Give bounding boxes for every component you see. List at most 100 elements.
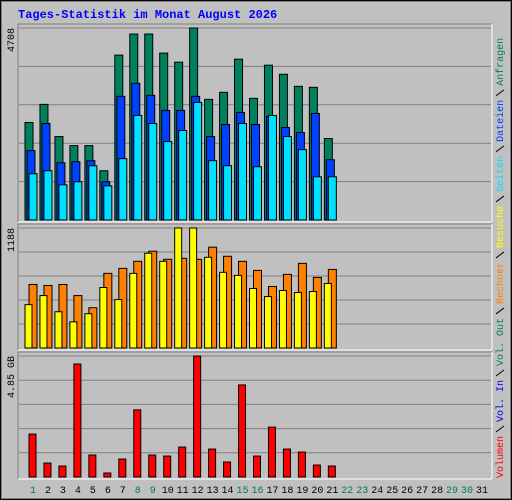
bar bbox=[297, 451, 306, 478]
bar bbox=[28, 173, 38, 221]
bar bbox=[219, 271, 228, 349]
x-tick-label: 14 bbox=[222, 486, 234, 497]
bar bbox=[144, 252, 153, 349]
bar bbox=[118, 158, 128, 221]
x-tick-label: 12 bbox=[192, 486, 204, 497]
x-tick-label: 26 bbox=[401, 486, 413, 497]
x-tick-label: 29 bbox=[446, 486, 458, 497]
x-tick-label: 13 bbox=[207, 486, 219, 497]
bar bbox=[88, 165, 98, 221]
x-tick-label: 21 bbox=[326, 486, 338, 497]
bar bbox=[253, 166, 262, 221]
bar bbox=[133, 409, 142, 478]
bar bbox=[208, 160, 218, 221]
bar bbox=[223, 461, 232, 478]
bar bbox=[39, 295, 48, 349]
bar bbox=[73, 363, 82, 478]
legend-label: Rechner bbox=[495, 262, 507, 304]
y-tick-label: 4.85 GB bbox=[7, 356, 18, 398]
x-tick-label: 3 bbox=[60, 486, 66, 497]
bar bbox=[282, 448, 291, 478]
bar bbox=[253, 455, 261, 478]
legend-label: Besuche bbox=[495, 206, 507, 248]
x-tick-label: 20 bbox=[311, 486, 323, 497]
bar bbox=[193, 355, 202, 478]
x-tick-label: 16 bbox=[251, 486, 263, 497]
bar bbox=[263, 296, 272, 349]
bar bbox=[267, 114, 277, 221]
bar bbox=[58, 184, 68, 221]
bar bbox=[163, 141, 173, 221]
legend-separator bbox=[495, 195, 505, 203]
bar bbox=[312, 176, 322, 221]
bar bbox=[267, 426, 276, 478]
x-tick-label: 17 bbox=[266, 486, 278, 497]
x-tick-label: 24 bbox=[371, 486, 383, 497]
legend-separator bbox=[495, 251, 505, 259]
x-tick-label: 9 bbox=[150, 486, 156, 497]
y-tick-label: 1188 bbox=[7, 228, 18, 252]
bar bbox=[327, 465, 336, 478]
bar bbox=[118, 458, 127, 478]
bar bbox=[148, 454, 157, 478]
legend-label: Vol. In bbox=[495, 380, 507, 422]
x-tick-label: 18 bbox=[281, 486, 293, 497]
bar bbox=[234, 274, 243, 349]
legend-separator bbox=[495, 425, 505, 433]
legend-label: Vol. Out bbox=[495, 318, 507, 366]
legend-separator bbox=[495, 145, 505, 153]
bar bbox=[43, 170, 53, 221]
bar bbox=[58, 465, 67, 478]
bar bbox=[159, 260, 168, 349]
legend-label: Volumen bbox=[495, 436, 507, 478]
x-tick-label: 30 bbox=[461, 486, 473, 497]
bar bbox=[88, 454, 97, 478]
x-tick-label: 10 bbox=[162, 486, 174, 497]
bar bbox=[323, 282, 332, 349]
x-tick-label: 22 bbox=[341, 486, 353, 497]
x-tick-label: 27 bbox=[416, 486, 428, 497]
bar bbox=[148, 123, 158, 221]
legend-label: Seiten bbox=[495, 156, 507, 192]
x-tick-label: 19 bbox=[296, 486, 308, 497]
bar bbox=[312, 464, 321, 478]
x-tick-label: 6 bbox=[105, 486, 111, 497]
legend-separator bbox=[495, 307, 505, 315]
bar bbox=[174, 227, 183, 349]
legend-label: Dateien bbox=[495, 100, 507, 142]
legend-separator bbox=[495, 89, 505, 97]
x-tick-label: 4 bbox=[75, 486, 81, 497]
x-tick-label: 28 bbox=[431, 486, 443, 497]
x-tick-label: 25 bbox=[386, 486, 398, 497]
bar bbox=[204, 256, 213, 349]
bar bbox=[84, 313, 93, 349]
bar bbox=[249, 288, 257, 349]
chart-title: Tages-Statistik im Monat August 2026 bbox=[18, 8, 277, 22]
bar bbox=[69, 321, 78, 349]
x-tick-label: 11 bbox=[177, 486, 189, 497]
x-tick-label: 23 bbox=[356, 486, 368, 497]
bar bbox=[278, 290, 287, 349]
bar bbox=[178, 446, 187, 478]
x-tick-label: 15 bbox=[237, 486, 249, 497]
x-tick-label: 1 bbox=[30, 486, 36, 497]
x-tick-label: 2 bbox=[45, 486, 51, 497]
bar bbox=[308, 291, 317, 349]
bar bbox=[129, 272, 138, 349]
bar bbox=[103, 472, 112, 478]
bar bbox=[223, 165, 233, 221]
bar bbox=[238, 123, 248, 221]
bar bbox=[238, 384, 247, 478]
bar bbox=[293, 292, 302, 349]
legend-separator bbox=[495, 369, 505, 377]
bar bbox=[282, 136, 292, 221]
legend-label: Anfragen bbox=[495, 38, 507, 86]
bar bbox=[99, 286, 108, 349]
bar bbox=[103, 185, 113, 221]
x-tick-label: 7 bbox=[120, 486, 126, 497]
x-tick-label: 8 bbox=[135, 486, 141, 497]
x-tick-label: 31 bbox=[476, 486, 488, 497]
bar bbox=[54, 311, 63, 349]
